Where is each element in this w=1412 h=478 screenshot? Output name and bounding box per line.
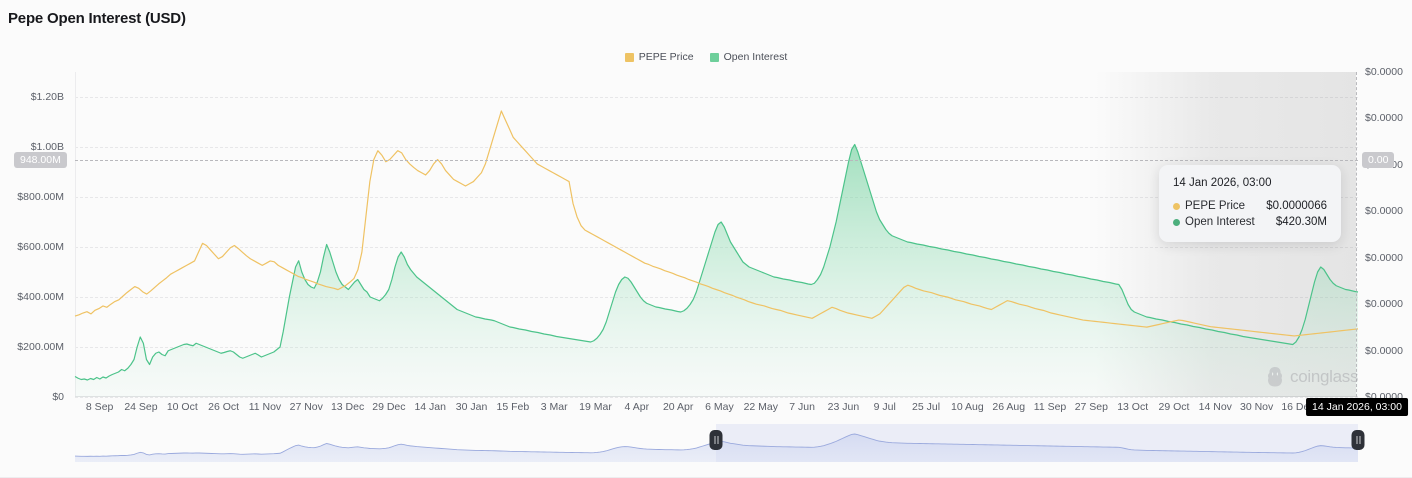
y-axis-left-tick: $800.00M	[17, 191, 64, 203]
x-axis-tick: 30 Jan	[455, 401, 488, 413]
x-axis-tick: 13 Dec	[330, 401, 365, 413]
x-axis-tick: 27 Sep	[1074, 401, 1108, 413]
x-axis-tick: 3 Mar	[540, 401, 568, 413]
x-axis-tick: 8 Sep	[85, 401, 114, 413]
crosshair-line	[1356, 72, 1357, 397]
x-axis-tick: 10 Oct	[166, 401, 198, 413]
x-axis-tick: 29 Oct	[1158, 401, 1190, 413]
gridline	[75, 197, 1358, 198]
x-axis-tick: 25 Jul	[912, 401, 941, 413]
y-axis-left-tick: $600.00M	[17, 241, 64, 253]
legend-item-pepe-price[interactable]: PEPE Price	[624, 51, 694, 63]
x-axis-tick: 24 Sep	[124, 401, 158, 413]
legend-swatch-pepe-price	[624, 52, 634, 62]
navigator-handle-left[interactable]	[709, 430, 723, 450]
legend-label-open-interest: Open Interest	[723, 51, 788, 63]
y-axis-right-tick: $0.0000	[1365, 298, 1403, 311]
pepe-price-line	[74, 110, 1359, 337]
x-axis-tick: 10 Aug	[951, 401, 984, 413]
y-axis-left-badge: 948.00M	[14, 152, 67, 168]
x-axis-tick: 29 Dec	[372, 401, 406, 413]
x-axis-tick: 20 Apr	[662, 401, 694, 413]
open-interest-line	[74, 143, 1359, 381]
y-axis-right-tick: $0.0000	[1365, 112, 1403, 125]
series-canvas	[74, 110, 1359, 397]
chart-legend: PEPE Price Open Interest	[0, 51, 1412, 63]
x-axis-tick: 11 Nov	[248, 401, 282, 413]
x-axis-tick: 15 Feb	[496, 401, 530, 413]
plot-area[interactable]	[74, 72, 1359, 398]
legend-item-open-interest[interactable]: Open Interest	[709, 51, 788, 63]
y-axis-right-tick: $0.0000	[1365, 344, 1403, 357]
threshold-line	[75, 160, 1358, 161]
tooltip-row-pepe-price: PEPE Price $0.0000066	[1173, 198, 1327, 214]
navigator-handle-right[interactable]	[1351, 430, 1365, 450]
tooltip-value-open-interest: $420.30M	[1275, 216, 1327, 228]
x-axis-tick: 14 Jan	[414, 401, 446, 413]
tooltip-row-open-interest: Open Interest $420.30M	[1173, 214, 1327, 230]
x-axis-tick: 9 Jul	[873, 401, 896, 413]
y-axis-left-tick: $1.20B	[30, 91, 64, 103]
tooltip-name-pepe-price: PEPE Price	[1185, 200, 1246, 212]
legend-label-pepe-price: PEPE Price	[638, 51, 694, 63]
legend-swatch-open-interest	[709, 52, 719, 62]
x-axis-tick: 27 Nov	[289, 401, 323, 413]
x-axis-tick: 14 Nov	[1198, 401, 1232, 413]
page-title: Pepe Open Interest (USD)	[8, 10, 186, 27]
y-axis-line	[75, 72, 76, 397]
y-axis-right-tick: $0.0000	[1365, 251, 1403, 264]
x-axis-tick: 11 Sep	[1033, 401, 1067, 413]
y-axis-left-tick: $1.00B	[30, 141, 64, 153]
y-axis-right-tick: $0.0000	[1365, 205, 1403, 218]
x-axis-tick: 19 Mar	[579, 401, 612, 413]
x-axis-tick: 13 Oct	[1117, 401, 1149, 413]
x-axis-tick: 30 Nov	[1239, 401, 1274, 413]
gridline	[75, 147, 1358, 148]
x-axis-tick: 7 Jun	[789, 401, 815, 413]
x-axis-tick: 26 Aug	[992, 401, 1026, 413]
tooltip-date: 14 Jan 2026, 03:00	[1173, 177, 1272, 189]
tooltip-value-pepe-price: $0.0000066	[1266, 200, 1327, 212]
y-axis-right-badge: 0.00	[1362, 152, 1395, 168]
x-axis-tick: 26 Oct	[208, 401, 240, 413]
tooltip-name-open-interest: Open Interest	[1185, 216, 1255, 228]
y-axis-right-tick: $0.0000	[1365, 66, 1403, 78]
chart-tooltip: 14 Jan 2026, 03:00 PEPE Price $0.0000066…	[1159, 165, 1341, 242]
x-axis-active-label: 14 Jan 2026, 03:00	[1306, 398, 1408, 416]
gridline	[75, 397, 1358, 398]
y-axis-left-tick: $400.00M	[17, 291, 64, 303]
x-axis-tick: 23 Jun	[827, 401, 860, 413]
gridline	[75, 97, 1358, 98]
y-axis-left-tick: $200.00M	[17, 341, 64, 353]
chart-navigator[interactable]	[75, 424, 1365, 462]
y-axis-left-tick: $0	[52, 391, 64, 403]
x-axis-tick: 22 May	[743, 401, 778, 413]
x-axis-tick: 6 May	[705, 401, 734, 413]
x-axis-tick: 4 Apr	[624, 401, 650, 413]
tooltip-dot-pepe-price	[1173, 202, 1180, 210]
tooltip-dot-open-interest	[1173, 218, 1180, 226]
open-interest-area	[75, 144, 1358, 397]
